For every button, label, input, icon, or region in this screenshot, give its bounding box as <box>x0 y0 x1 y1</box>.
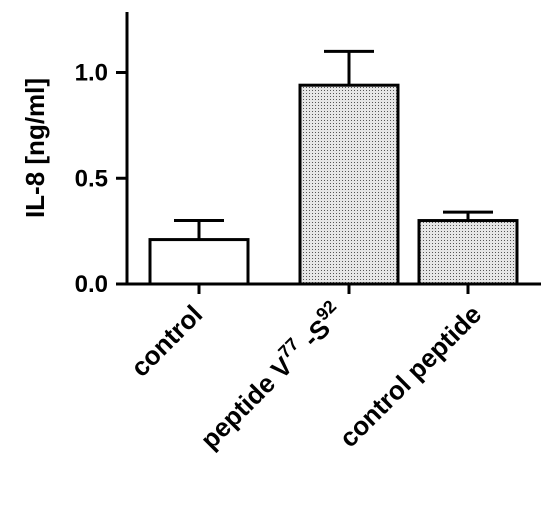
y-axis-title: IL-8 [ng/ml] <box>20 78 50 218</box>
x-axis-ticks <box>197 284 470 294</box>
error-bars <box>174 49 493 240</box>
bar-1 <box>298 83 400 286</box>
category-label-control-peptide: control peptide <box>333 299 487 453</box>
y-tick-label: 1.0 <box>75 60 108 87</box>
bar-0 <box>148 238 250 286</box>
category-label-control: control <box>125 299 209 383</box>
y-tick-label: 0.5 <box>75 165 108 192</box>
bars <box>148 83 519 286</box>
bar-2 <box>417 219 519 286</box>
y-tick-label: 0.0 <box>75 271 108 298</box>
y-axis-ticks: 0.0 0.5 1.0 <box>75 60 127 298</box>
category-label-peptide: peptide V77 -S92 <box>192 296 351 455</box>
